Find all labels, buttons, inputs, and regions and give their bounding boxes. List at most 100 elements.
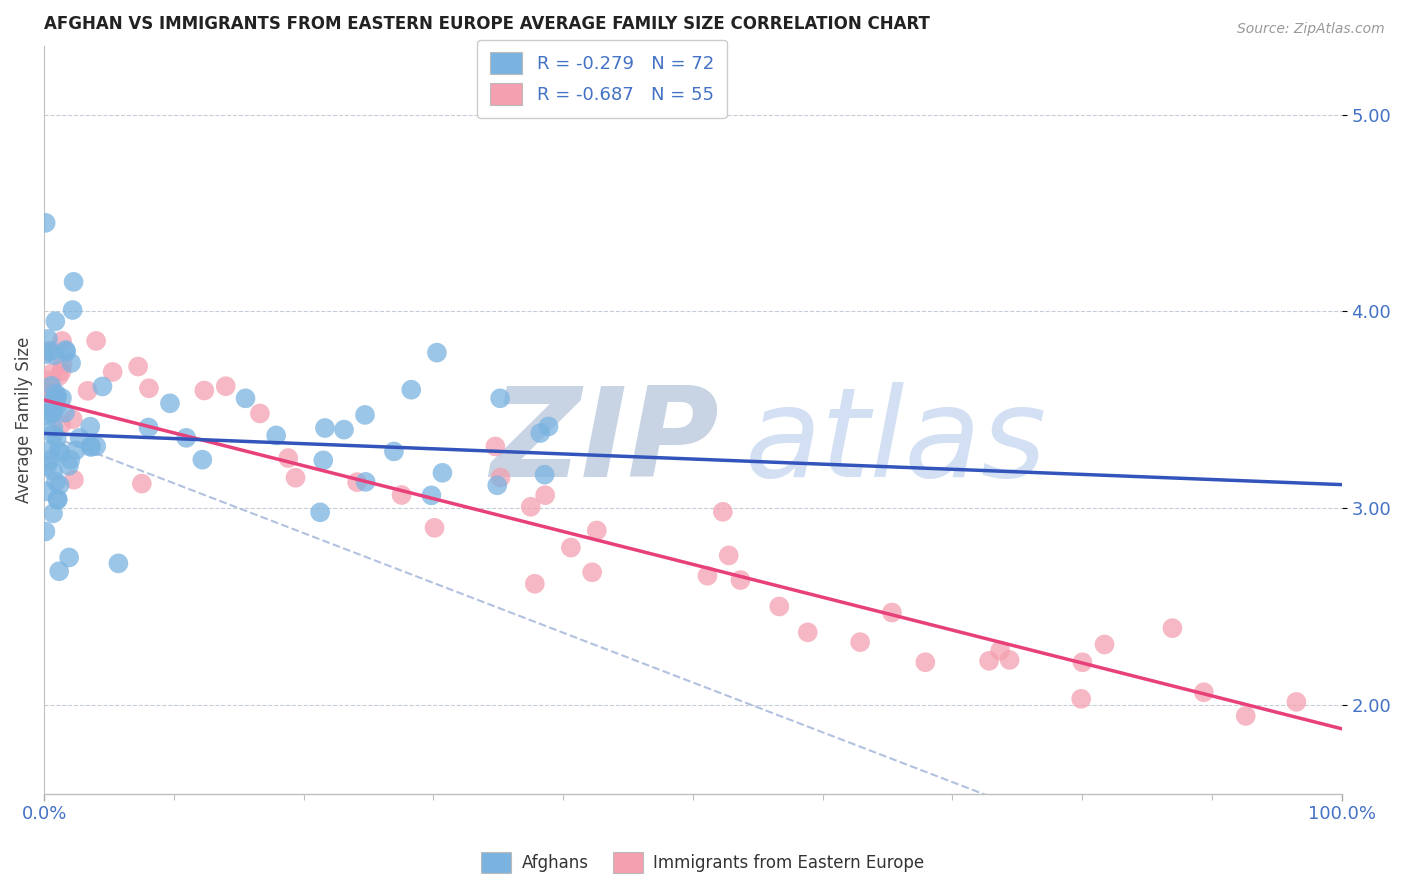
Point <box>585 524 607 538</box>
Point <box>696 568 718 582</box>
Point <box>486 478 509 492</box>
Point <box>1285 695 1308 709</box>
Point <box>346 475 368 490</box>
Point <box>38 383 60 397</box>
Point <box>1094 638 1116 652</box>
Point <box>80 440 103 454</box>
Point <box>48 369 70 384</box>
Point <box>34 484 56 499</box>
Point <box>62 303 84 318</box>
Point <box>277 451 299 466</box>
Point <box>48 564 70 578</box>
Point <box>235 392 257 406</box>
Point <box>138 420 160 434</box>
Point <box>51 391 73 405</box>
Point <box>1192 685 1215 699</box>
Point <box>39 343 62 358</box>
Point <box>107 557 129 571</box>
Point <box>59 452 82 467</box>
Point <box>42 464 65 478</box>
Point <box>988 643 1011 657</box>
Point <box>45 390 67 404</box>
Point <box>58 458 80 473</box>
Point <box>534 488 557 502</box>
Point <box>193 384 215 398</box>
Point <box>309 505 332 519</box>
Point <box>101 365 124 379</box>
Point <box>41 366 63 380</box>
Text: Source: ZipAtlas.com: Source: ZipAtlas.com <box>1237 22 1385 37</box>
Point <box>581 566 603 580</box>
Point <box>35 373 58 387</box>
Point <box>69 431 91 445</box>
Point <box>45 431 67 445</box>
Point <box>35 459 58 474</box>
Point <box>44 314 66 328</box>
Point <box>34 216 56 230</box>
Point <box>127 359 149 374</box>
Point <box>46 492 69 507</box>
Point <box>880 606 903 620</box>
Point <box>80 439 103 453</box>
Point <box>91 379 114 393</box>
Point <box>65 443 87 458</box>
Point <box>529 425 551 440</box>
Point <box>42 506 65 520</box>
Point <box>49 446 72 460</box>
Point <box>333 423 356 437</box>
Point <box>159 396 181 410</box>
Point <box>797 625 820 640</box>
Point <box>53 406 76 420</box>
Point <box>51 334 73 348</box>
Point <box>39 443 62 458</box>
Point <box>63 473 86 487</box>
Point <box>35 344 58 359</box>
Point <box>62 275 84 289</box>
Point <box>998 653 1021 667</box>
Point <box>1161 621 1184 635</box>
Point <box>174 431 197 445</box>
Point <box>34 524 56 539</box>
Point <box>38 403 60 417</box>
Point <box>51 364 73 378</box>
Point <box>519 500 541 514</box>
Point <box>42 427 65 442</box>
Point <box>138 381 160 395</box>
Point <box>79 419 101 434</box>
Point <box>489 392 512 406</box>
Point <box>711 505 734 519</box>
Point <box>39 384 62 399</box>
Legend: R = -0.279   N = 72, R = -0.687   N = 55: R = -0.279 N = 72, R = -0.687 N = 55 <box>477 40 727 118</box>
Point <box>52 358 75 372</box>
Point <box>354 475 377 489</box>
Point <box>41 384 63 398</box>
Point <box>84 334 107 348</box>
Point <box>484 440 506 454</box>
Point <box>730 573 752 587</box>
Point <box>39 452 62 467</box>
Point <box>849 635 872 649</box>
Point <box>38 409 60 423</box>
Point <box>215 379 238 393</box>
Point <box>62 412 84 426</box>
Point <box>914 655 936 669</box>
Point <box>41 379 63 393</box>
Point <box>354 408 377 422</box>
Point <box>45 475 67 489</box>
Point <box>284 471 307 485</box>
Point <box>55 343 77 357</box>
Point <box>1234 709 1257 723</box>
Legend: Afghans, Immigrants from Eastern Europe: Afghans, Immigrants from Eastern Europe <box>475 846 931 880</box>
Text: AFGHAN VS IMMIGRANTS FROM EASTERN EUROPE AVERAGE FAMILY SIZE CORRELATION CHART: AFGHAN VS IMMIGRANTS FROM EASTERN EUROPE… <box>44 15 929 33</box>
Point <box>382 444 405 458</box>
Point <box>533 467 555 482</box>
Point <box>432 466 454 480</box>
Point <box>41 406 63 420</box>
Point <box>44 348 66 362</box>
Point <box>48 443 70 458</box>
Point <box>423 521 446 535</box>
Point <box>76 384 98 398</box>
Point <box>717 549 740 563</box>
Point <box>426 345 449 359</box>
Point <box>42 421 65 435</box>
